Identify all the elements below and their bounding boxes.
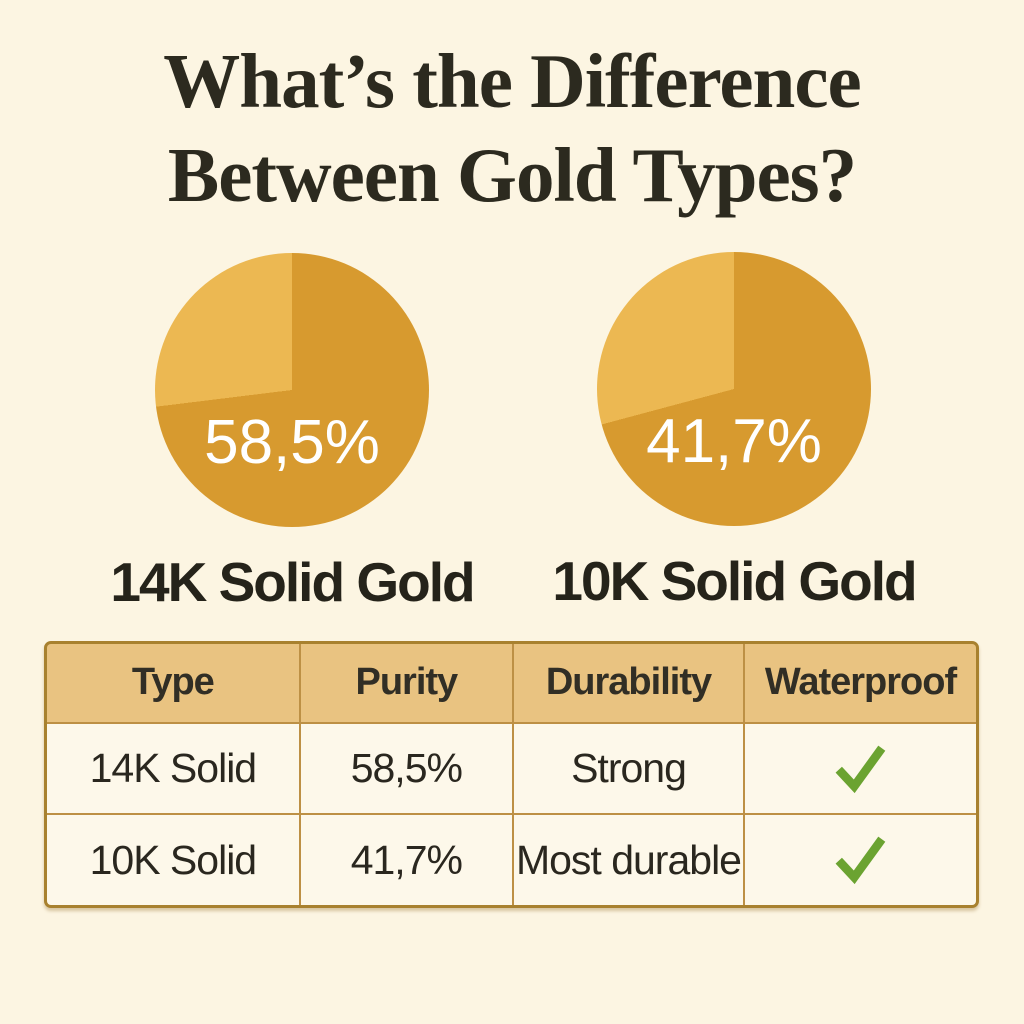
table-cell-durability-14k: Strong bbox=[513, 723, 743, 814]
table-cell-waterproof-10k bbox=[745, 815, 976, 905]
page-title-line1: What’s the Difference bbox=[163, 38, 861, 124]
pie-percent-label-10k: 41,7% bbox=[646, 407, 822, 476]
comparison-table: Type Purity Durability Waterproof 14K So… bbox=[44, 641, 979, 908]
pie-chart-14k: 58,5% bbox=[155, 253, 429, 527]
table-header-durability: Durability bbox=[513, 644, 743, 722]
pie-caption-14k: 14K Solid Gold bbox=[110, 551, 475, 613]
checkmark-icon bbox=[836, 745, 886, 793]
table-cell-waterproof-14k bbox=[745, 723, 976, 814]
pie-caption-10k: 10K Solid Gold bbox=[552, 550, 917, 612]
table-cell-durability-10k: Most durable bbox=[513, 815, 743, 905]
page-title: What’s the Difference Between Gold Types? bbox=[0, 34, 1024, 222]
table-cell-purity-10k: 41,7% bbox=[300, 815, 512, 905]
page-title-line2: Between Gold Types? bbox=[167, 132, 857, 218]
table-cell-purity-14k: 58,5% bbox=[300, 723, 512, 814]
pie-percent-label-14k: 58,5% bbox=[204, 408, 380, 477]
table-cell-type-14k: 14K Solid bbox=[47, 723, 299, 814]
pie-chart-group-14k: 58,5% 14K Solid Gold bbox=[98, 253, 486, 612]
pie-chart-10k: 41,7% bbox=[597, 252, 871, 526]
table-cell-type-10k: 10K Solid bbox=[47, 815, 299, 905]
table-header-purity: Purity bbox=[300, 644, 512, 722]
pie-chart-group-10k: 41,7% 10K Solid Gold bbox=[540, 252, 928, 611]
table-header-type: Type bbox=[47, 644, 299, 722]
checkmark-icon bbox=[836, 836, 886, 885]
table-header-waterproof: Waterproof bbox=[745, 644, 976, 722]
